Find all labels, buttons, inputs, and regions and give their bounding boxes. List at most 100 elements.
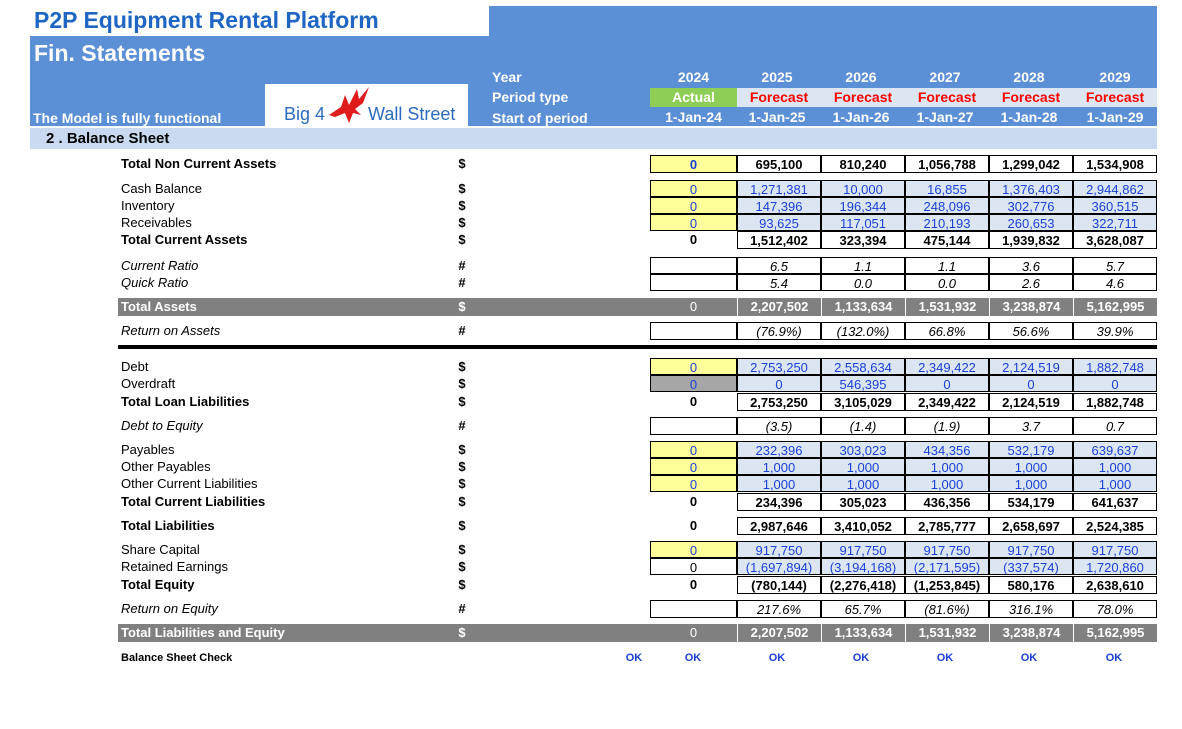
- value-cell[interactable]: 546,395: [821, 375, 905, 392]
- row-label: Total Equity: [121, 577, 195, 592]
- actual-cell[interactable]: 0: [650, 358, 737, 375]
- value-cell: 1.1: [905, 257, 989, 274]
- value-cell[interactable]: 1,000: [737, 458, 821, 475]
- period-type-cell: Forecast: [821, 88, 905, 107]
- row-label: Other Payables: [121, 459, 211, 474]
- value-cell: 2,785,777: [905, 517, 989, 535]
- row-label: Total Liabilities and Equity: [121, 625, 285, 640]
- row-unit: #: [458, 275, 466, 290]
- actual-cell[interactable]: 0: [650, 458, 737, 475]
- value-cell: 1,534,908: [1073, 155, 1157, 173]
- actual-cell[interactable]: 0: [650, 197, 737, 214]
- actual-cell[interactable]: 0: [650, 375, 737, 392]
- value-cell[interactable]: 2,944,862: [1073, 180, 1157, 197]
- value-cell[interactable]: 0: [737, 375, 821, 392]
- value-cell: 534,179: [989, 493, 1073, 511]
- value-cell[interactable]: 2,124,519: [989, 358, 1073, 375]
- value-cell[interactable]: 248,096: [905, 197, 989, 214]
- value-cell[interactable]: 0: [1073, 375, 1157, 392]
- value-cell[interactable]: 1,000: [1073, 475, 1157, 492]
- value-cell[interactable]: 1,000: [821, 458, 905, 475]
- value-cell[interactable]: 1,882,748: [1073, 358, 1157, 375]
- value-cell[interactable]: 2,349,422: [905, 358, 989, 375]
- start-label: Start of period: [492, 110, 588, 126]
- value-cell[interactable]: 434,356: [905, 441, 989, 458]
- row-label: Total Non Current Assets: [121, 156, 277, 171]
- value-cell[interactable]: 2,753,250: [737, 358, 821, 375]
- actual-cell[interactable]: 0: [650, 541, 737, 558]
- value-cell[interactable]: 1,000: [989, 475, 1073, 492]
- year-cell: 2024: [677, 69, 710, 85]
- actual-cell[interactable]: 0: [650, 475, 737, 492]
- row-unit: $: [458, 542, 466, 557]
- value-cell[interactable]: 303,023: [821, 441, 905, 458]
- value-cell[interactable]: (337,574): [989, 558, 1073, 575]
- actual-cell[interactable]: 0: [650, 214, 737, 231]
- row-unit: $: [458, 625, 466, 640]
- value-cell[interactable]: 196,344: [821, 197, 905, 214]
- actual-cell[interactable]: 0: [650, 441, 737, 458]
- row-label: Quick Ratio: [121, 275, 189, 290]
- section-bar: [30, 128, 1157, 149]
- value-cell[interactable]: 117,051: [821, 214, 905, 231]
- row-unit: $: [458, 494, 466, 509]
- value-cell[interactable]: 917,750: [905, 541, 989, 558]
- value-cell: 39.9%: [1073, 322, 1157, 340]
- value-cell: 65.7%: [821, 600, 905, 618]
- value-cell: 810,240: [821, 155, 905, 173]
- value-cell[interactable]: 0: [989, 375, 1073, 392]
- value-cell[interactable]: 16,855: [905, 180, 989, 197]
- value-cell[interactable]: 1,000: [989, 458, 1073, 475]
- value-cell[interactable]: 917,750: [989, 541, 1073, 558]
- value-cell[interactable]: 322,711: [1073, 214, 1157, 231]
- value-cell[interactable]: 917,750: [821, 541, 905, 558]
- value-cell: (3.5): [737, 417, 821, 435]
- row-label: Total Liabilities: [121, 518, 215, 533]
- value-cell: 3,105,029: [821, 393, 905, 411]
- value-cell[interactable]: 0: [905, 375, 989, 392]
- actual-cell[interactable]: 0: [650, 558, 737, 575]
- value-cell[interactable]: 1,000: [1073, 458, 1157, 475]
- actual-cell: 0: [689, 518, 698, 533]
- value-cell[interactable]: (3,194,168): [821, 558, 905, 575]
- value-cell[interactable]: (2,171,595): [905, 558, 989, 575]
- value-cell[interactable]: 1,000: [905, 458, 989, 475]
- brand-logo: Big 4 Wall Street: [265, 84, 468, 126]
- value-cell[interactable]: 93,625: [737, 214, 821, 231]
- value-cell[interactable]: 1,000: [905, 475, 989, 492]
- value-cell[interactable]: 1,000: [737, 475, 821, 492]
- value-cell: (780,144): [737, 576, 821, 594]
- value-cell[interactable]: 917,750: [1073, 541, 1157, 558]
- check-ok: OK: [852, 652, 870, 664]
- actual-cell[interactable]: 0: [650, 180, 737, 197]
- value-cell: 436,356: [905, 493, 989, 511]
- value-cell[interactable]: 532,179: [989, 441, 1073, 458]
- value-cell[interactable]: 1,000: [821, 475, 905, 492]
- value-cell[interactable]: 1,720,860: [1073, 558, 1157, 575]
- value-cell[interactable]: 10,000: [821, 180, 905, 197]
- value-cell[interactable]: (1,697,894): [737, 558, 821, 575]
- value-cell[interactable]: 260,653: [989, 214, 1073, 231]
- value-cell[interactable]: 639,637: [1073, 441, 1157, 458]
- value-cell[interactable]: 917,750: [737, 541, 821, 558]
- section-title: 2 . Balance Sheet: [46, 130, 170, 147]
- start-date-cell: 1-Jan-24: [665, 109, 722, 125]
- value-cell: 66.8%: [905, 322, 989, 340]
- value-cell[interactable]: 210,193: [905, 214, 989, 231]
- value-cell: 5,162,995: [1073, 298, 1157, 316]
- row-label: Debt: [121, 359, 149, 374]
- value-cell[interactable]: 302,776: [989, 197, 1073, 214]
- value-cell[interactable]: 1,271,381: [737, 180, 821, 197]
- year-cell: 2026: [845, 69, 877, 85]
- value-cell[interactable]: 360,515: [1073, 197, 1157, 214]
- period-type-cell: Forecast: [1073, 88, 1157, 107]
- value-cell[interactable]: 147,396: [737, 197, 821, 214]
- start-date-cell: 1-Jan-25: [748, 109, 806, 125]
- value-cell[interactable]: 232,396: [737, 441, 821, 458]
- value-cell[interactable]: 2,558,634: [821, 358, 905, 375]
- value-cell: 217.6%: [737, 600, 821, 618]
- eagle-icon: [329, 87, 369, 123]
- value-cell[interactable]: 1,376,403: [989, 180, 1073, 197]
- value-cell: 2,753,250: [737, 393, 821, 411]
- value-cell: 2,524,385: [1073, 517, 1157, 535]
